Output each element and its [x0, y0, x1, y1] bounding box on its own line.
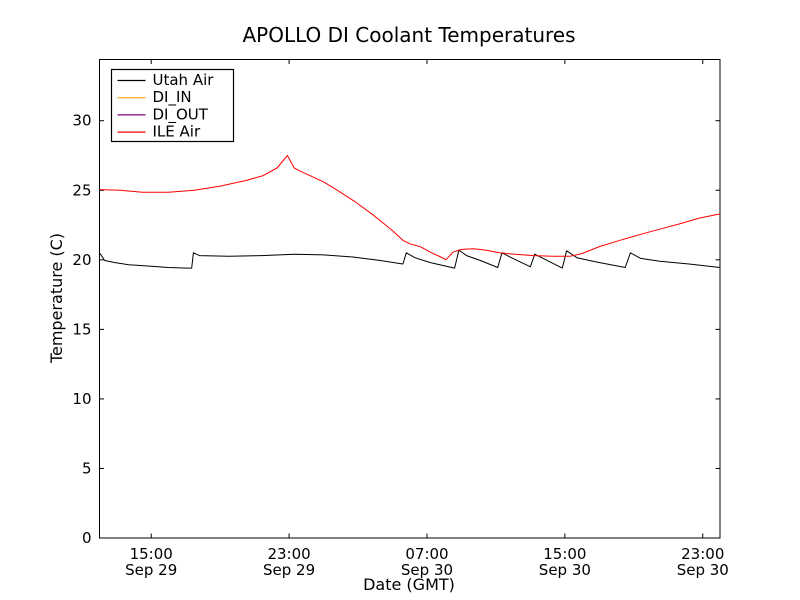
y-tick-label: 5 [82, 459, 92, 477]
x-tick-label-time: 15:00 [543, 545, 586, 563]
y-tick-label: 10 [72, 390, 91, 408]
x-tick-label-time: 15:00 [130, 545, 173, 563]
x-tick-label-date: Sep 29 [263, 561, 315, 579]
y-tick-label: 30 [72, 112, 91, 130]
legend-box [110, 68, 235, 143]
x-tick-label-date: Sep 29 [125, 561, 177, 579]
y-tick-label: 20 [72, 251, 91, 269]
x-tick-label-time: 23:00 [267, 545, 310, 563]
y-tick-label: 15 [72, 320, 91, 338]
y-axis-label: Temperature (C) [47, 233, 66, 364]
plot-area-border [99, 59, 721, 539]
series-line-ile-air [99, 155, 721, 261]
plot-series [99, 155, 721, 269]
y-tick-label: 25 [72, 181, 91, 199]
x-tick-label-time: 23:00 [681, 545, 724, 563]
x-tick-label-date: Sep 30 [677, 561, 729, 579]
legend-label: Utah Air [153, 71, 215, 89]
legend-label: DI_IN [153, 88, 192, 107]
x-tick-label-date: Sep 30 [401, 561, 453, 579]
legend-label: ILE Air [153, 123, 201, 141]
legend-label: DI_OUT [153, 105, 209, 124]
series-line-utah-air [99, 249, 721, 269]
x-tick-label-time: 07:00 [405, 545, 448, 563]
y-tick-label: 0 [82, 529, 92, 547]
x-tick-label-date: Sep 30 [539, 561, 591, 579]
chart-title: APOLLO DI Coolant Temperatures [242, 23, 575, 47]
x-axis-label: Date (GMT) [363, 575, 455, 594]
y-axis-ticks: 0 5 10 15 20 25 30 [72, 112, 720, 547]
